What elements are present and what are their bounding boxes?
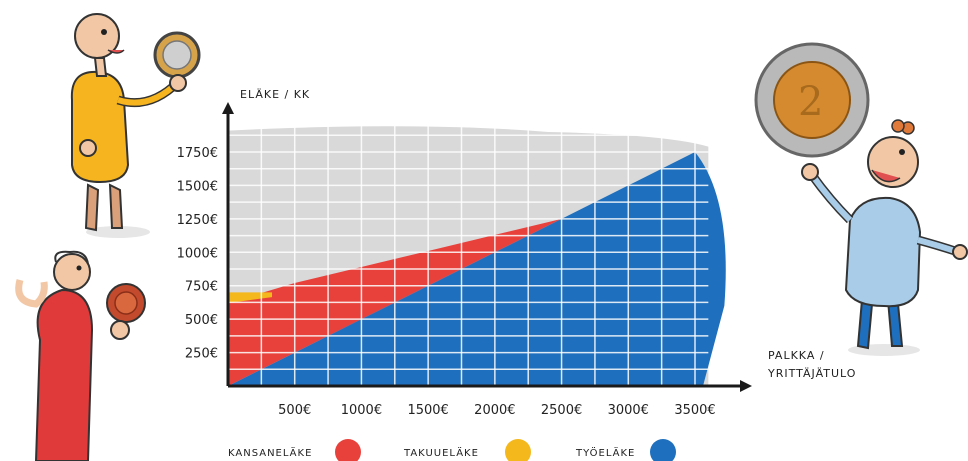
kansanelake-area — [228, 218, 562, 386]
axes — [222, 102, 752, 392]
x-tick-label: 1500€ — [407, 403, 448, 418]
legend-label-tyoelake: TYÖELÄKE — [575, 446, 635, 459]
x-tick-label: 500€ — [278, 403, 311, 418]
y-tick-labels: 250€ 500€ 750€ 1000€ 1250€ 1500€ 1750€ — [177, 146, 218, 362]
y-tick-label: 500€ — [185, 313, 218, 328]
person-bottom-left-illustration — [15, 250, 146, 461]
legend-swatch-tyoelake — [650, 439, 676, 461]
legend-swatch-takuuelake — [505, 439, 531, 461]
x-axis-arrow — [740, 380, 752, 392]
y-tick-label: 1250€ — [177, 213, 218, 228]
x-axis-title-line-1: PALKKA / — [768, 349, 825, 362]
x-tick-labels: 500€ 1000€ 1500€ 2000€ 2500€ 3000€ 3500€ — [278, 403, 716, 418]
plot-area — [228, 125, 726, 387]
x-tick-label: 3500€ — [674, 403, 715, 418]
x-tick-label: 3000€ — [608, 403, 649, 418]
person-right-illustration: 2 — [754, 42, 968, 356]
legend-label-kansanelake: KANSANELÄKE — [228, 446, 312, 459]
y-tick-label: 1750€ — [177, 146, 218, 161]
legend-swatch-kansanelake — [335, 439, 361, 461]
person-top-left-illustration — [70, 13, 201, 238]
y-tick-label: 250€ — [185, 347, 218, 362]
y-tick-label: 1500€ — [177, 179, 218, 194]
x-tick-label: 1000€ — [341, 403, 382, 418]
x-tick-label: 2000€ — [474, 403, 515, 418]
grid-lines — [228, 125, 709, 386]
svg-text:2: 2 — [798, 79, 823, 125]
y-tick-label: 750€ — [185, 280, 218, 295]
y-axis-title: ELÄKE / KK — [240, 88, 310, 101]
y-tick-label: 1000€ — [177, 246, 218, 261]
x-axis-title-line-2: YRITTÄJÄTULO — [767, 367, 856, 380]
y-axis-arrow — [222, 102, 234, 114]
legend: KANSANELÄKE TAKUUELÄKE TYÖELÄKE — [228, 439, 676, 461]
x-tick-label: 2500€ — [541, 403, 582, 418]
legend-label-takuuelake: TAKUUELÄKE — [403, 446, 479, 459]
